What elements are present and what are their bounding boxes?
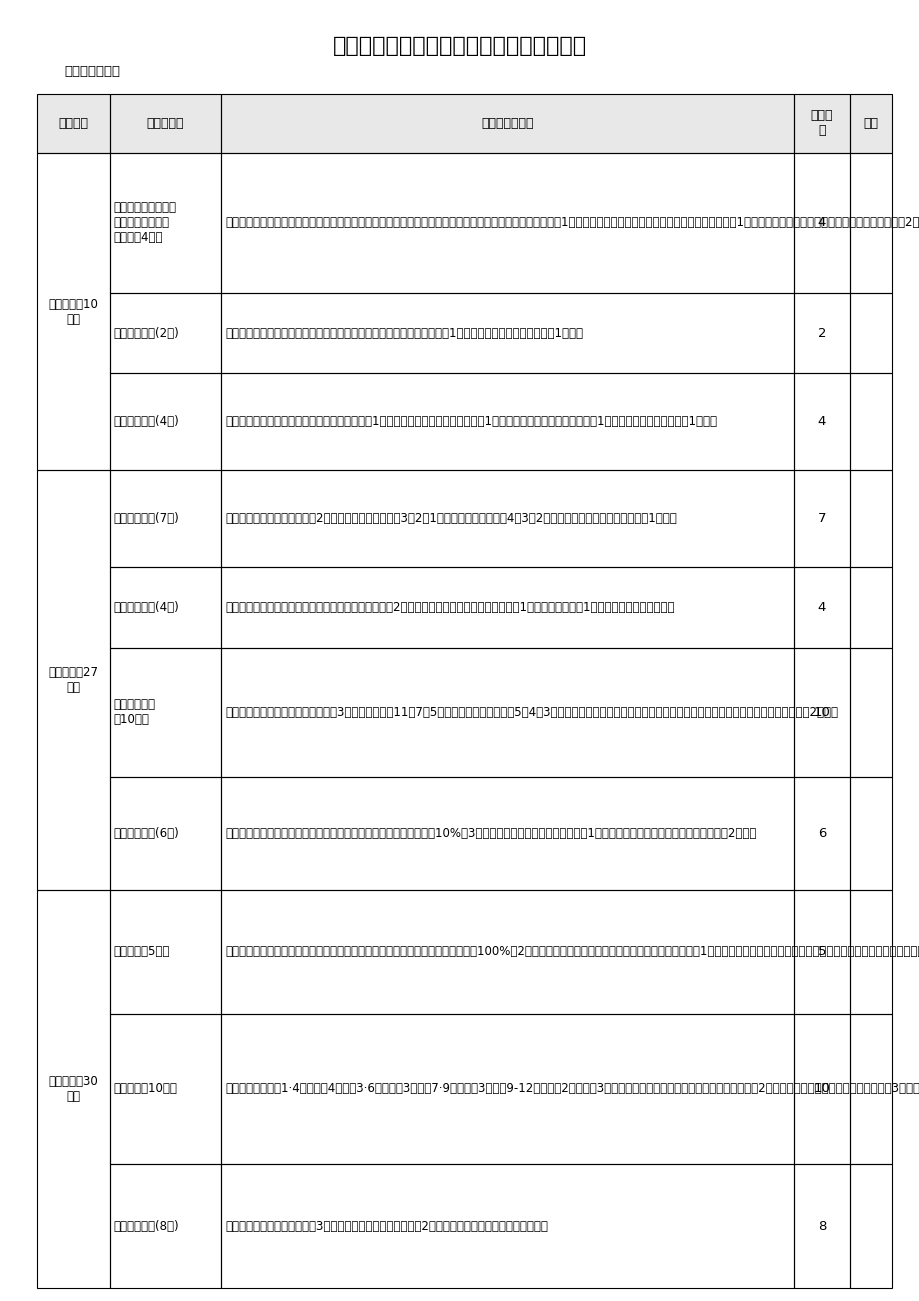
Text: 4: 4 (817, 216, 825, 229)
Bar (793, 777, 849, 890)
Bar (221, 293, 793, 373)
Bar (221, 648, 793, 777)
Bar (37, 94, 109, 152)
Bar (109, 567, 221, 648)
Bar (849, 152, 891, 293)
Text: 学校体育指导思想明确，重视学校体育和学生体质健康工作，把校园足球作为增强学生体质健康的重要举措（1分），将校园足球纳入学校发展规划和年度工作计划（1分），有校园: 学校体育指导思想明确，重视学校体育和学生体质健康工作，把校园足球作为增强学生体质… (225, 216, 919, 229)
Text: 复核指标: 复核指标 (58, 117, 88, 130)
Bar (109, 94, 221, 152)
Text: 体育课时（10分）: 体育课时（10分） (113, 1082, 176, 1095)
Bar (849, 890, 891, 1013)
Bar (221, 373, 793, 470)
Text: 深化学校体育改革，坚持健康第一，每学年《国家学生体质健康标准》测试率达到100%（2分），把足球作为立德树人的载体，积极推进素质教育（1分），促进学生全面发展，: 深化学校体育改革，坚持健康第一，每学年《国家学生体质健康标准》测试率达到100%… (225, 946, 919, 959)
Text: 组织领导（10
分）: 组织领导（10 分） (48, 298, 98, 325)
Text: 单位：（盖章）: 单位：（盖章） (64, 65, 120, 78)
Text: 体育经费投入(6分): 体育经费投入(6分) (113, 827, 179, 840)
Bar (849, 567, 891, 648)
Text: 教学理念（5分）: 教学理念（5分） (113, 946, 169, 959)
Text: 体育师资队伍(7分): 体育师资队伍(7分) (113, 513, 179, 526)
Bar (793, 293, 849, 373)
Bar (109, 1013, 221, 1164)
Bar (221, 567, 793, 648)
Bar (849, 293, 891, 373)
Text: 教育教学（30
分）: 教育教学（30 分） (48, 1075, 98, 1103)
Bar (793, 1013, 849, 1164)
Text: 设立有体育工作专项经费，每年生均体育经费不低于生均公用经费的10%（3分），能为学生购买有校方责任险（1分），并为学生新增购买运动意外伤害险（2分）。: 设立有体育工作专项经费，每年生均体育经费不低于生均公用经费的10%（3分），能为… (225, 827, 756, 840)
Text: 条件保障（27
分）: 条件保障（27 分） (48, 666, 98, 693)
Bar (109, 152, 221, 293)
Bar (793, 648, 849, 777)
Bar (849, 1164, 891, 1288)
Text: 10: 10 (812, 706, 829, 719)
Text: 完善规章制度(4分): 完善规章制度(4分) (113, 415, 179, 428)
Text: 4: 4 (817, 415, 825, 428)
Bar (109, 373, 221, 470)
Text: 场地设施、器械配备达到国家标准（3分），并建设有11、7、5人制的足球场地（分别给5、4、3分），能满足教学和课余足球训练需要，足球器材数量齐备、并有明确的补充: 场地设施、器械配备达到国家标准（3分），并建设有11、7、5人制的足球场地（分别… (225, 706, 837, 719)
Text: 制定有校园足球工作招生、教学管理规章制度（1分）、课余训练和竞赛规章制度（1分）、运动安全防范措施与保障（1分）、师资培训规章制度（1分）。: 制定有校园足球工作招生、教学管理规章制度（1分）、课余训练和竞赛规章制度（1分）… (225, 415, 717, 428)
Text: 场地设施建设
（10分）: 场地设施建设 （10分） (113, 699, 155, 726)
Bar (793, 567, 849, 648)
Bar (793, 470, 849, 567)
Text: 主要观测点: 主要观测点 (146, 117, 184, 130)
Bar (37, 470, 109, 890)
Bar (849, 94, 891, 152)
Bar (37, 890, 109, 1288)
Bar (221, 94, 793, 152)
Bar (849, 470, 891, 567)
Text: 体育教师配备达到国家标准（2分），足球专项教师大于3、2、1人（含）以上（分别给4、3、2分），每年有一次以上培训机会（1分）。: 体育教师配备达到国家标准（2分），足球专项教师大于3、2、1人（含）以上（分别给… (225, 513, 676, 526)
Bar (109, 777, 221, 890)
Text: 足球课程资源(8分): 足球课程资源(8分) (113, 1219, 178, 1232)
Text: 体育教师开展体育教学和足球训练及活动计入工作量（2分），并保证在评优评比与工资待遇（1分）、职务评聘（1分）等方面享受同等待遇。: 体育教师开展体育教学和足球训练及活动计入工作量（2分），并保证在评优评比与工资待… (225, 601, 675, 614)
Text: 复核内容与分值: 复核内容与分值 (481, 117, 533, 130)
Bar (793, 94, 849, 152)
Text: 2: 2 (817, 327, 825, 340)
Text: 8: 8 (817, 1219, 825, 1232)
Bar (793, 152, 849, 293)
Bar (109, 890, 221, 1013)
Text: 得分: 得分 (863, 117, 878, 130)
Bar (849, 648, 891, 777)
Bar (793, 373, 849, 470)
Bar (37, 152, 109, 470)
Bar (793, 94, 849, 152)
Text: 4: 4 (817, 601, 825, 614)
Bar (221, 1164, 793, 1288)
Bar (109, 293, 221, 373)
Text: 体育教师待遇(4分): 体育教师待遇(4分) (113, 601, 179, 614)
Text: 落实国家政策，将校
园足球纳入学校发
展规划（4分）: 落实国家政策，将校 园足球纳入学校发 展规划（4分） (113, 202, 176, 245)
Text: 健全工作机制(2分): 健全工作机制(2分) (113, 327, 179, 340)
Text: 6: 6 (817, 827, 825, 840)
Bar (221, 152, 793, 293)
Bar (793, 1164, 849, 1288)
Text: 开足开齐体育课（1·4年级每周4学时，3·6年级每周3学时，7·9年级每周3学时，9-12年级每周2学时）（3分），义务教育阶段把足球作为体育课必修内容（2分）: 开足开齐体育课（1·4年级每周4学时，3·6年级每周3学时，7·9年级每周3学时… (225, 1082, 919, 1095)
Text: 10: 10 (812, 1082, 829, 1095)
Bar (221, 94, 793, 152)
Bar (221, 470, 793, 567)
Bar (109, 648, 221, 777)
Bar (849, 1013, 891, 1164)
Text: 5: 5 (817, 946, 825, 959)
Text: 7: 7 (817, 513, 825, 526)
Bar (221, 890, 793, 1013)
Bar (221, 1013, 793, 1164)
Bar (109, 94, 221, 152)
Bar (221, 777, 793, 890)
Text: 分值分
配: 分值分 配 (810, 109, 833, 138)
Text: 开发和编制有足球校本教材（3分），有详细的足球教学教案（2分），每周实施适合学生年龄特点的足: 开发和编制有足球校本教材（3分），有详细的足球教学教案（2分），每周实施适合学生… (225, 1219, 548, 1232)
Bar (849, 94, 891, 152)
Bar (793, 890, 849, 1013)
Text: 成立校园足球工作领导小组，由校长专人负责，学校其他机构共同参与（1分），领导小组成员分工明确（1分）。: 成立校园足球工作领导小组，由校长专人负责，学校其他机构共同参与（1分），领导小组… (225, 327, 583, 340)
Bar (109, 1164, 221, 1288)
Bar (109, 470, 221, 567)
Text: 全国青少年校园足球特色学校复核指标体系: 全国青少年校园足球特色学校复核指标体系 (333, 35, 586, 56)
Bar (849, 777, 891, 890)
Bar (37, 94, 109, 152)
Bar (849, 373, 891, 470)
